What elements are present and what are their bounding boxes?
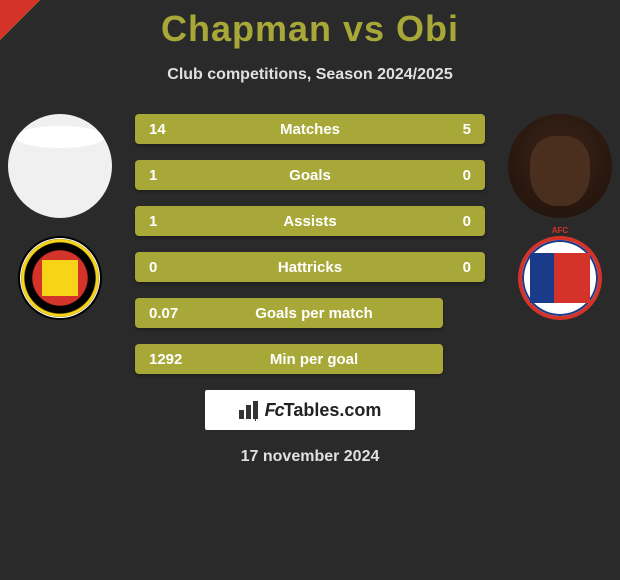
stat-row-min-per-goal: 1292 Min per goal (135, 344, 443, 374)
stat-row-matches: 14 Matches 5 (135, 114, 485, 144)
fylde-badge-text: AFC (522, 226, 598, 235)
stat-left-value: 0 (149, 259, 199, 276)
stat-left-value: 1 (149, 167, 199, 184)
player1-column (8, 114, 112, 320)
stat-bars-container: 14 Matches 5 1 Goals 0 1 Assists 0 0 Hat… (135, 114, 485, 374)
stat-left-value: 1 (149, 213, 199, 230)
comparison-area: AFC 14 Matches 5 1 Goals 0 1 Assists 0 0… (0, 114, 620, 374)
title-player1: Chapman (161, 8, 332, 49)
stat-label: Min per goal (199, 351, 429, 368)
stat-label: Assists (199, 213, 421, 230)
player2-photo (508, 114, 612, 218)
title-player2: Obi (396, 8, 459, 49)
stat-right-value: 0 (421, 167, 471, 184)
subtitle: Club competitions, Season 2024/2025 (0, 66, 620, 84)
player2-column: AFC (508, 114, 612, 320)
stat-row-assists: 1 Assists 0 (135, 206, 485, 236)
stat-left-value: 1292 (149, 351, 199, 368)
stat-row-goals-per-match: 0.07 Goals per match (135, 298, 443, 328)
stat-left-value: 0.07 (149, 305, 199, 322)
player1-club-badge (18, 236, 102, 320)
player2-face (530, 136, 590, 206)
stat-label: Matches (199, 121, 421, 138)
stat-right-value: 0 (421, 213, 471, 230)
stat-right-value: 5 (421, 121, 471, 138)
title-separator: vs (332, 8, 396, 49)
fctables-brand-text: FcTables.com (265, 400, 382, 421)
stat-label: Goals per match (199, 305, 429, 322)
fctables-badge[interactable]: FcTables.com (205, 390, 415, 430)
date-text: 17 november 2024 (0, 448, 620, 466)
page-title: Chapman vs Obi (0, 0, 620, 50)
player2-club-badge: AFC (518, 236, 602, 320)
chart-icon (239, 401, 261, 419)
ebbsfleet-badge-inner (42, 260, 78, 296)
stat-right-value: 0 (421, 259, 471, 276)
stat-label: Hattricks (199, 259, 421, 276)
stat-label: Goals (199, 167, 421, 184)
player1-photo (8, 114, 112, 218)
fylde-badge-inner (530, 253, 590, 303)
stat-row-goals: 1 Goals 0 (135, 160, 485, 190)
stat-left-value: 14 (149, 121, 199, 138)
stat-row-hattricks: 0 Hattricks 0 (135, 252, 485, 282)
